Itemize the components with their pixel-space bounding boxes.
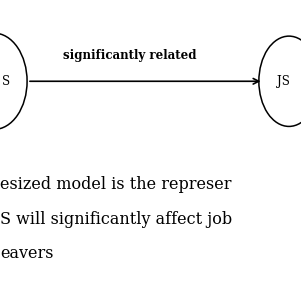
- Text: significantly related: significantly related: [64, 49, 197, 62]
- Text: eavers: eavers: [0, 245, 54, 262]
- Text: esized model is the represer: esized model is the represer: [0, 176, 231, 193]
- Text: S: S: [2, 75, 10, 88]
- Text: S will significantly affect job: S will significantly affect job: [0, 211, 232, 228]
- Text: JS: JS: [277, 75, 289, 88]
